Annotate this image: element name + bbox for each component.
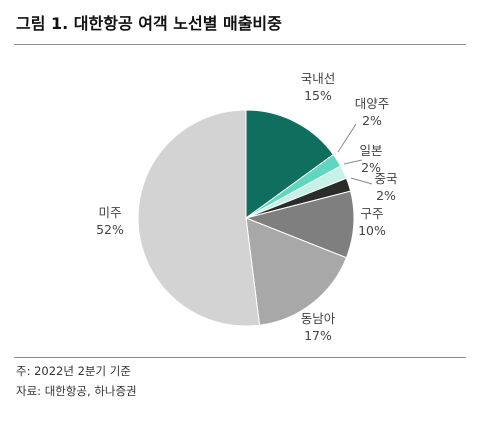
leader-line-2: [337, 123, 357, 153]
top-divider: [14, 44, 466, 45]
slice-value-label-2: 2%: [362, 113, 382, 128]
slice-value-label-5: 10%: [358, 223, 386, 238]
slice-value-label-1: 15%: [304, 88, 332, 103]
leader-line-3: [343, 159, 363, 165]
pie-slice-7: [137, 109, 261, 327]
slice-value-label-7: 52%: [96, 222, 124, 237]
pie-slices: [137, 109, 355, 327]
pie-slice-6: [245, 217, 348, 326]
bottom-divider: [14, 357, 466, 358]
chart-title: 그림 1. 대한항공 여객 노선별 매출비중: [16, 14, 282, 33]
slice-value-label-3: 2%: [361, 160, 381, 175]
slice-category-label-5: 구주: [360, 206, 383, 221]
slice-category-label-7: 미주: [98, 205, 121, 220]
leader-lines: [337, 123, 373, 185]
slice-category-label-6: 동남아: [301, 311, 336, 326]
slice-category-label-3: 일본: [359, 143, 382, 158]
pie-slice-1: [245, 109, 335, 219]
source-text: 자료: 대한항공, 하나증권: [16, 384, 137, 398]
slice-category-label-2: 대양주: [355, 96, 390, 111]
slice-category-label-1: 국내선: [301, 71, 336, 86]
slice-value-label-6: 17%: [304, 328, 332, 343]
slice-category-label-4: 중국: [374, 171, 397, 186]
footnotes: 주: 2022년 2분기 기준 자료: 대한항공, 하나증권: [16, 361, 137, 401]
leader-line-4: [350, 177, 373, 185]
note-text: 주: 2022년 2분기 기준: [16, 364, 131, 378]
slice-value-label-4: 2%: [376, 188, 396, 203]
